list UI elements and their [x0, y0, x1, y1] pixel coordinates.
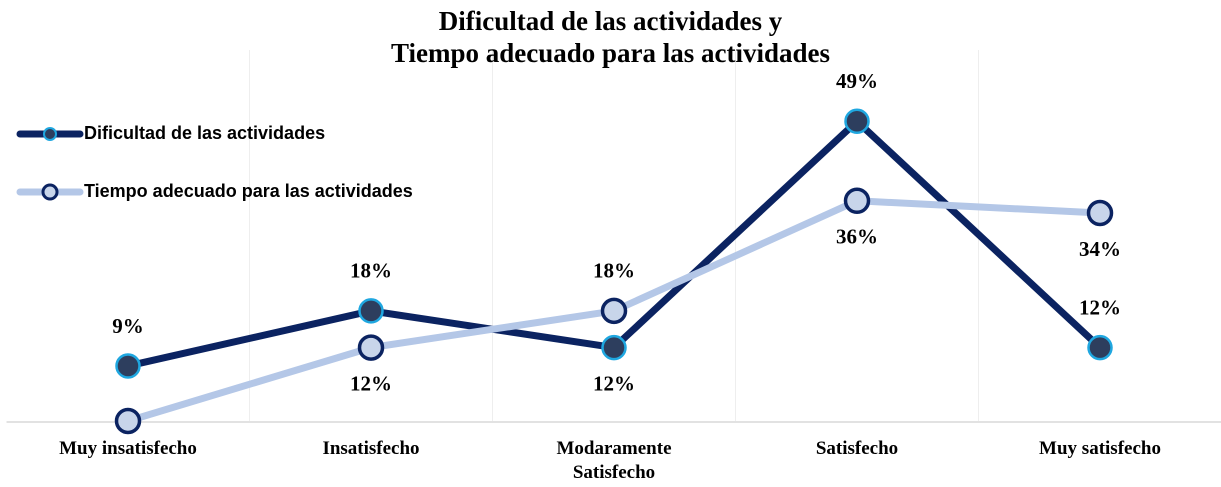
x-tick-label: Satisfecho — [815, 438, 899, 459]
data-point — [115, 353, 141, 379]
chart-title: Dificultad de las actividades y Tiempo a… — [390, 6, 831, 68]
data-label: 12% — [1079, 295, 1121, 319]
data-point — [1086, 199, 1114, 227]
data-point — [843, 187, 871, 215]
legend-marker — [43, 127, 57, 141]
data-label: 12% — [350, 371, 392, 395]
data-point — [600, 297, 628, 325]
legend-label: Tiempo adecuado para las actividades — [84, 181, 413, 201]
x-tick-label: Muy satisfecho — [1039, 438, 1161, 459]
x-tick-label: Modaramente Satisfecho — [556, 438, 672, 483]
data-point — [357, 334, 385, 361]
data-label: 12% — [593, 371, 635, 395]
data-label: 49% — [836, 69, 878, 93]
data-point — [1087, 334, 1113, 361]
x-tick-label: Muy insatisfecho — [59, 438, 197, 459]
data-point — [114, 407, 142, 435]
data-label: 18% — [350, 259, 392, 283]
data-label: 9% — [112, 314, 144, 338]
data-label: 18% — [593, 259, 635, 283]
data-point — [844, 108, 870, 135]
series-line — [127, 117, 1103, 370]
data-label: 36% — [836, 225, 878, 249]
x-tick-label: Insatisfecho — [322, 438, 420, 459]
data-point — [601, 334, 627, 361]
legend-marker — [41, 183, 59, 201]
legend-label: Dificultad de las actividades — [84, 123, 325, 143]
data-point — [358, 298, 384, 324]
data-label: 34% — [1079, 237, 1121, 261]
